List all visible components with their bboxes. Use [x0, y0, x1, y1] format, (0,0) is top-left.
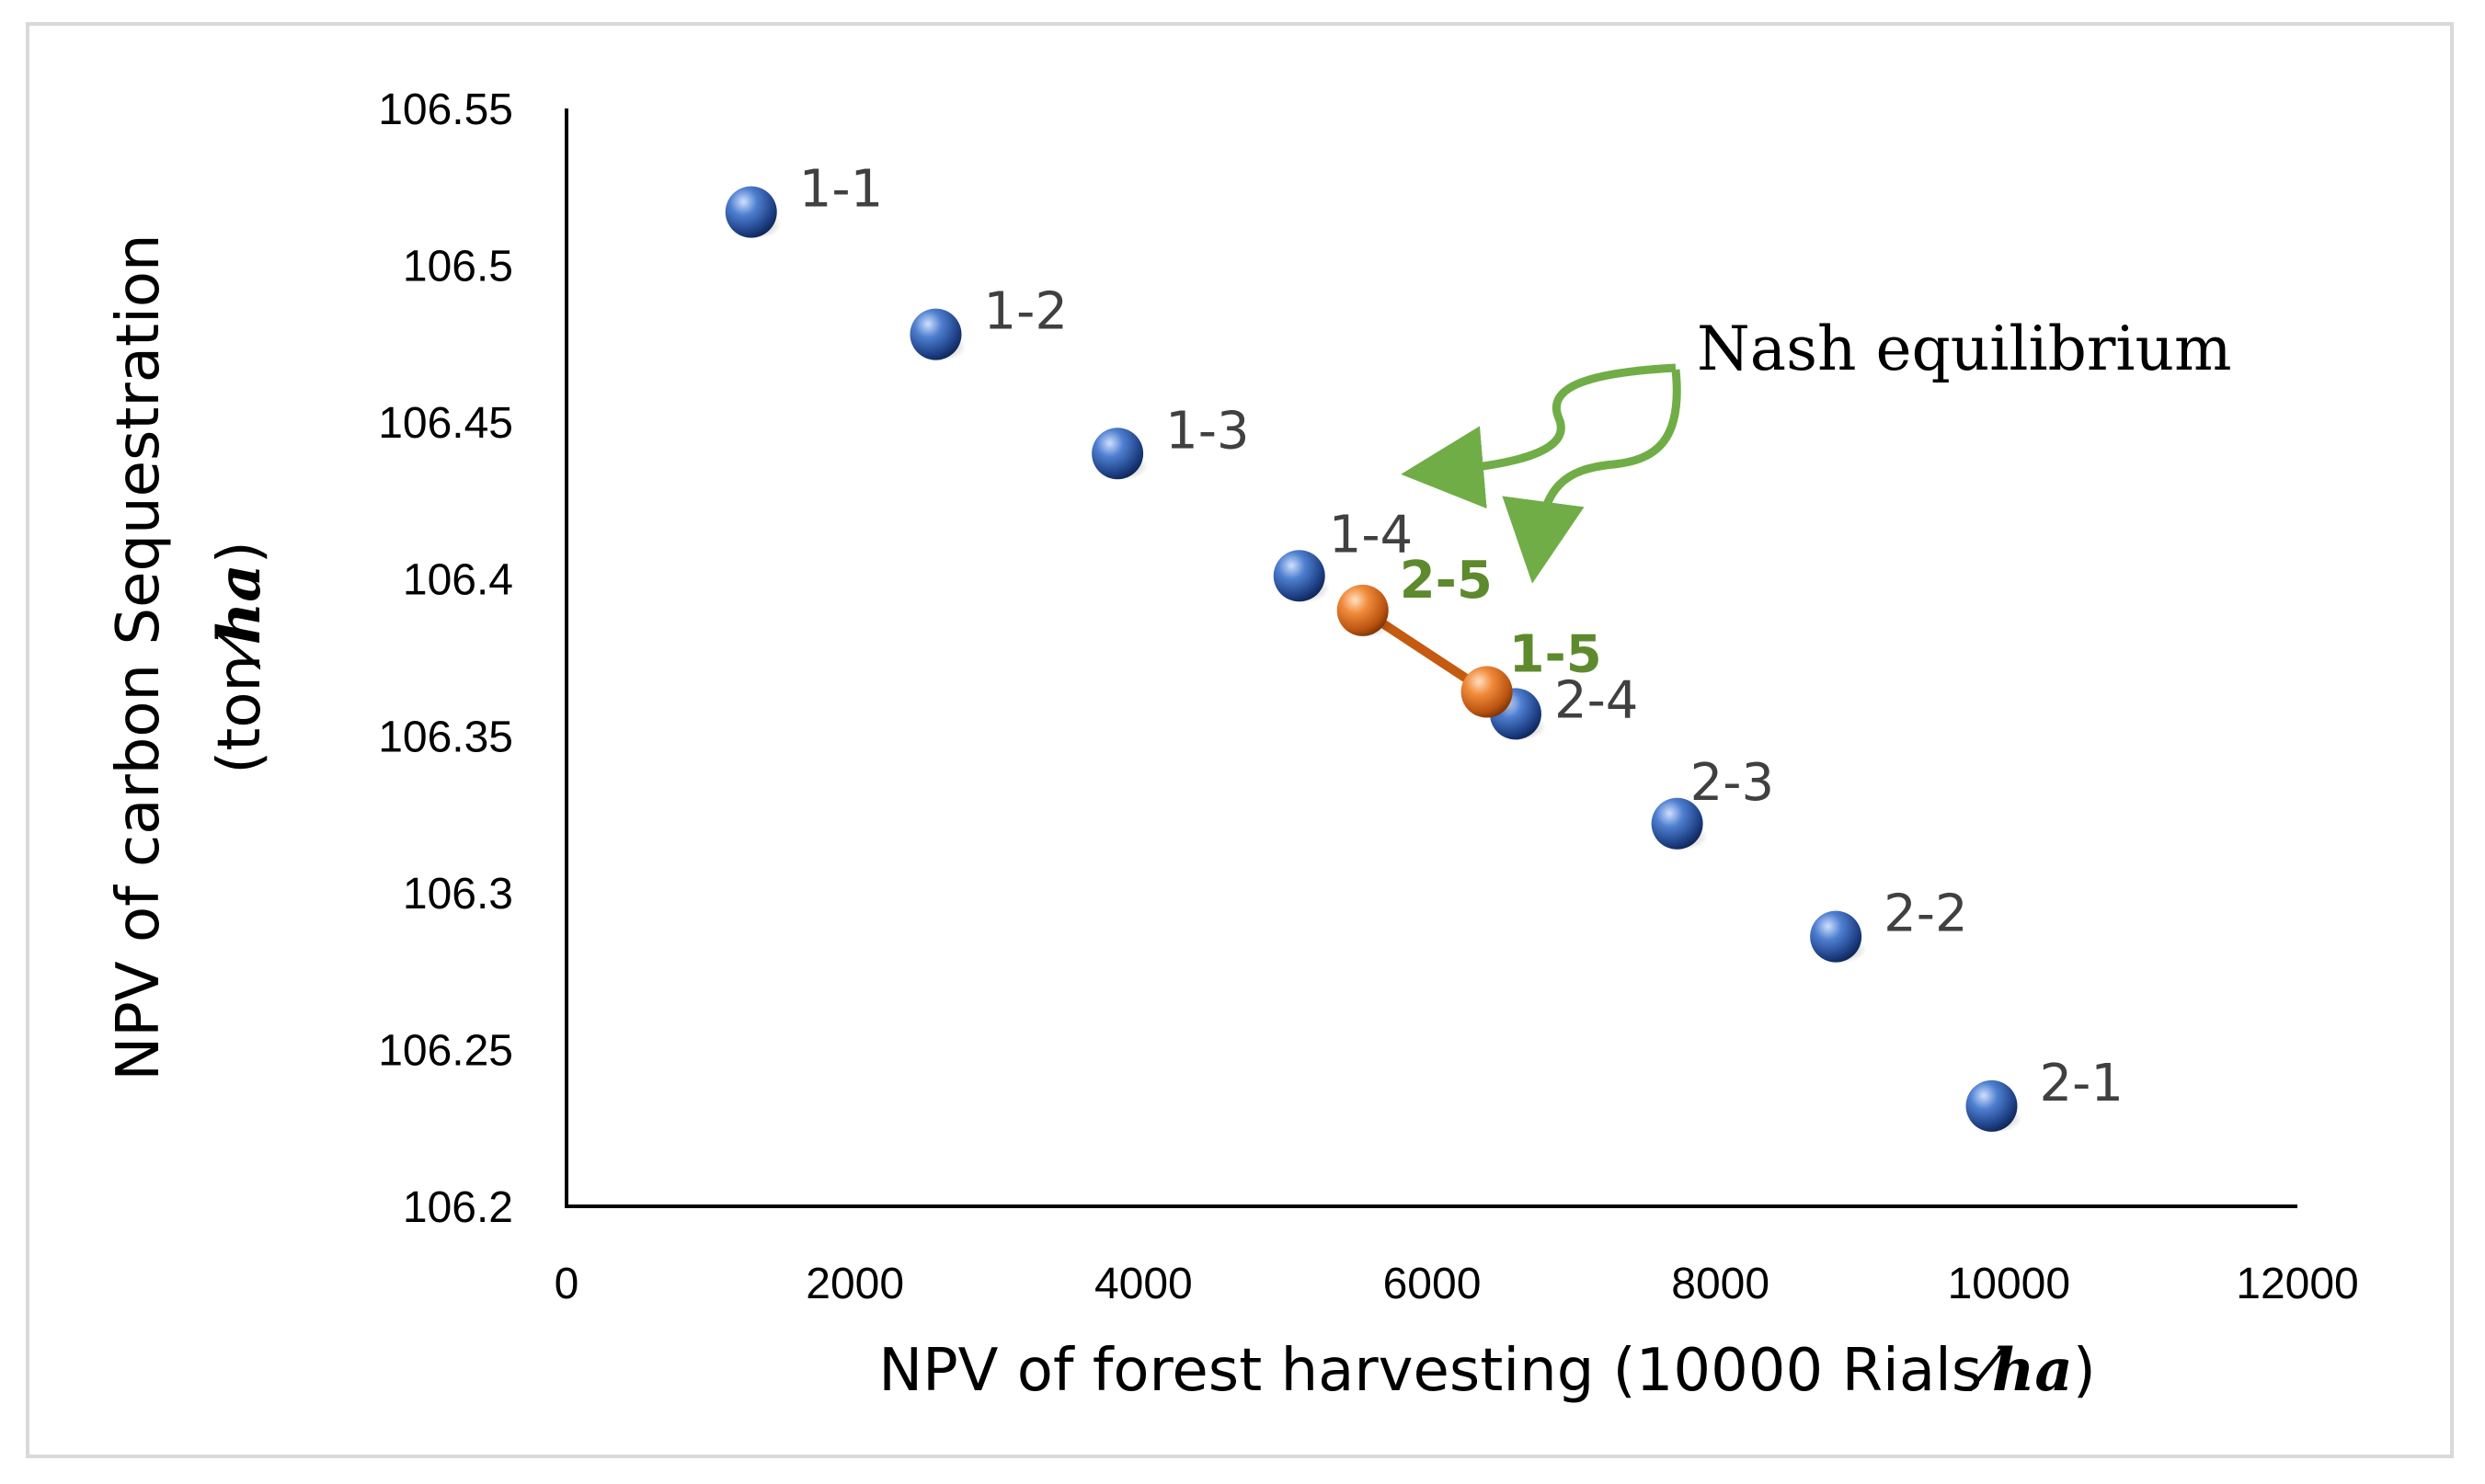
point-label: 1-2 [983, 282, 1067, 342]
chart-frame [26, 22, 2454, 1458]
strategy-point [1273, 550, 1325, 602]
y-tick-label: 106.4 [403, 556, 513, 605]
y-axis-title-line1: NPV of carbon Sequestration [105, 234, 173, 1080]
point-label: 1-4 [1329, 505, 1413, 565]
strategy-point [1092, 428, 1144, 480]
y-tick-labels: 106.2 106.25 106.3 106.35 106.4 106.45 106.5 10… [378, 86, 513, 1232]
y-tick-label: 106.2 [403, 1183, 513, 1232]
y-tick-label: 106.35 [378, 713, 513, 761]
points-layer [725, 186, 2022, 1134]
y-tick-label: 106.5 [403, 243, 513, 291]
strategy-point [1965, 1079, 2018, 1132]
nash-arrow-down [1502, 369, 1681, 584]
point-label: 1-5 [1509, 625, 1602, 685]
point-label: 2-2 [1884, 885, 1967, 944]
y-tick-label: 106.55 [378, 86, 513, 134]
point-label: 2-3 [1690, 753, 1774, 813]
x-tick-label: 12000 [2236, 1260, 2358, 1308]
point-label: 2-4 [1554, 670, 1638, 730]
point-label: 2-5 [1400, 551, 1493, 611]
strategy-point [1651, 797, 1703, 850]
axes [565, 108, 2297, 1208]
x-tick-label: 4000 [1094, 1260, 1193, 1308]
x-tick-label: 8000 [1671, 1260, 1769, 1308]
y-tick-label: 106.3 [403, 870, 513, 919]
strategy-point [1810, 910, 1862, 963]
x-tick-label: 10000 [1948, 1260, 2070, 1308]
point-label: 1-1 [799, 160, 883, 220]
strategy-point [725, 186, 777, 238]
y-tick-label: 106.45 [378, 399, 513, 448]
nash-equilibrium-point [1336, 584, 1389, 636]
nash-annotation: Nash equilibrium [1401, 314, 2232, 584]
x-tick-label: 6000 [1383, 1260, 1482, 1308]
x-tick-label: 2000 [806, 1260, 904, 1308]
y-tick-label: 106.25 [378, 1026, 513, 1075]
point-labels-layer: 1-1 1-2 1-3 1-4 2-4 2-3 2-2 2-1 2-5 1-5 [799, 160, 2124, 1113]
point-label: 1-3 [1165, 401, 1249, 461]
strategy-point [910, 308, 962, 360]
nash-annotation-text: Nash equilibrium [1697, 314, 2232, 384]
nash-equilibrium-point [1460, 666, 1513, 718]
x-tick-label: 0 [555, 1260, 579, 1308]
point-label: 2-1 [2040, 1054, 2124, 1113]
x-tick-labels: 0 2000 4000 6000 8000 10000 12000 [555, 1260, 2359, 1308]
nash-arrow-left [1401, 363, 1677, 509]
x-axis-title: NPV of forest harvesting (10000 Rials⁄ha… [878, 1336, 2096, 1405]
y-axis-title-line2: (ton⁄ha) [205, 541, 274, 773]
